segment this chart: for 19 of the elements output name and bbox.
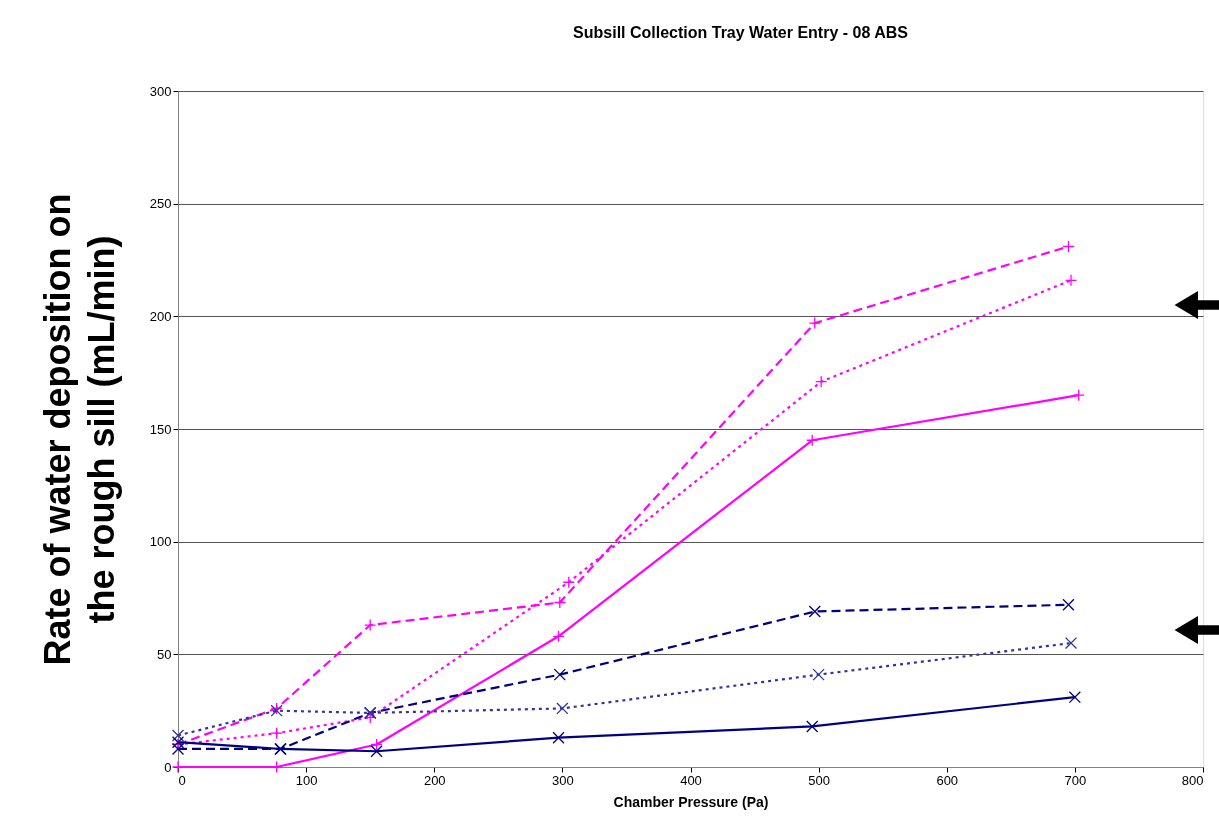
- y-tick-label: 100: [149, 534, 172, 550]
- y-tick-label: 250: [149, 196, 172, 212]
- x-tick-label: 500: [808, 772, 830, 788]
- x-tick-label: 400: [680, 772, 702, 788]
- y-tick-label: 50: [157, 646, 172, 662]
- x-tick-label: 700: [1064, 772, 1087, 788]
- x-tick-label: 800: [1181, 772, 1204, 788]
- x-tick-label: 100: [295, 772, 318, 788]
- y-tick-label: 300: [149, 83, 172, 99]
- y-tick-label: 150: [149, 421, 172, 437]
- x-axis-title: Chamber Pressure (Pa): [613, 793, 769, 810]
- x-tick-label: 300: [552, 772, 574, 788]
- x-tick-label: 0: [178, 772, 186, 788]
- chart-title: Subsill Collection Tray Water Entry - 08 ABS: [573, 24, 909, 41]
- y-axis-title: Rate of water deposition on the rough sill (mL/min): [36, 193, 122, 666]
- y-tick-label: 200: [149, 308, 172, 324]
- y-tick-label: 0: [164, 759, 172, 775]
- x-tick-label: 200: [423, 772, 446, 788]
- x-tick-label: 600: [936, 772, 959, 788]
